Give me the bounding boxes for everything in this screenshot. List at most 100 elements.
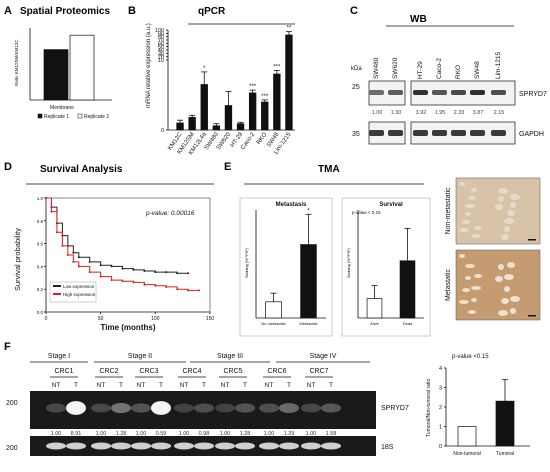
d-point-1-15	[176, 288, 179, 291]
d-point-0-12	[143, 269, 146, 272]
f-band-sprypd7-5	[151, 401, 171, 415]
e-tma-texture-0-2	[459, 228, 469, 232]
f-ratio-4: 1.00	[136, 431, 147, 437]
e-tma-texture-0-8	[465, 204, 475, 208]
e1-x-tick-label-0: No metastatic	[261, 321, 285, 326]
fb-pvalue: p-value <0.15	[452, 354, 489, 360]
a-legend-swatch-2	[77, 113, 83, 119]
d-point-0-14	[165, 271, 168, 274]
e-tma-texture-1-4	[462, 288, 470, 292]
f-lane-label-6: NT	[180, 382, 189, 389]
panel-title-c: WB	[410, 14, 427, 25]
e-tma-label-1: Metastatic	[445, 269, 452, 301]
a-ylabel: Ratio KM12SM/KM12C	[14, 39, 19, 86]
b-bar-8	[273, 73, 281, 131]
f-crc-label-1: CRC2	[99, 368, 118, 375]
d-point-1-3	[61, 244, 64, 247]
e-tma-texture-0-1	[495, 204, 503, 210]
b-y-tick-label-30: 30	[158, 51, 164, 57]
c-marker-35: 35	[352, 131, 360, 138]
c-lane-label-2: HT-29	[417, 61, 424, 79]
e-tma-texture-0-3	[498, 196, 504, 202]
panel-title-d: Survival Analysis	[40, 164, 123, 175]
panel-title-b: qPCR	[198, 6, 226, 17]
b-y-tick-label-100: 100	[155, 28, 164, 34]
e2-frame	[341, 197, 431, 337]
d-y-tick-label-0.8: 0.8	[37, 219, 44, 224]
e1-annotation-1: *	[307, 208, 310, 214]
f-stage-label-0: Stage I	[48, 353, 70, 360]
d-x-tick-label-100: 100	[151, 316, 160, 322]
e1-x-tick-label-1: Metastatic	[299, 321, 317, 326]
fb-y-tick-label-3: 3	[439, 386, 442, 392]
f-ratio-0: 1.00	[51, 431, 62, 437]
f-crc-label-2: CRC3	[139, 368, 158, 375]
f-band-18s-2	[91, 442, 111, 450]
f-band-18s-13	[321, 442, 341, 450]
b-y-tick-label-40: 40	[158, 48, 164, 54]
d-point-0-13	[154, 271, 157, 274]
a-xlabel: Membrane	[50, 105, 74, 111]
d-series-line-0	[46, 197, 189, 274]
f-crc-label-5: CRC6	[267, 368, 286, 375]
e-tma-texture-0-16	[474, 226, 482, 230]
e-tma-texture-0-11	[504, 218, 514, 224]
d-point-0-5	[72, 251, 75, 254]
panel-title-a: Spatial Proteomics	[20, 6, 110, 17]
e-tma-texture-1-8	[465, 264, 475, 268]
e1-title: Metastasis	[276, 202, 307, 208]
f-ratio-1: 8.91	[71, 431, 82, 437]
d-y-tick-label-0: 0.0	[37, 310, 44, 315]
panel-letter-b: B	[128, 5, 136, 17]
b-bar-6	[248, 92, 257, 131]
c-ratio-2: 3.92	[416, 110, 427, 116]
d-y-tick-label-0.4: 0.4	[37, 264, 44, 269]
e1-bar-1	[300, 244, 317, 319]
f-band-sprypd7-3	[111, 402, 131, 414]
f-band-sprypd7-2	[91, 403, 111, 413]
d-point-0-16	[187, 272, 190, 275]
b-bar-9	[285, 34, 293, 131]
f-ratio-7: 0.98	[199, 431, 210, 437]
f-band-18s-1	[66, 442, 86, 450]
f-lane-label-1: T	[74, 382, 78, 389]
e-tma-texture-1-13	[507, 262, 515, 268]
e1-ylabel: Staining (%**PIP)	[245, 248, 249, 278]
d-point-0-9	[110, 265, 113, 268]
d-legend-swatch-1	[53, 293, 61, 295]
c-band-sprypd7-3	[432, 90, 447, 95]
c-band-sprypd7-6	[491, 90, 506, 95]
f-crc-label-0: CRC1	[54, 368, 73, 375]
e-tma-texture-1-9	[504, 286, 510, 292]
fb-bar-0	[457, 426, 477, 447]
e2-x-tick-label-0: Alive	[370, 321, 379, 326]
f-band-18s-11	[279, 442, 299, 450]
b-bar-3	[212, 125, 221, 131]
f-lane-label-11: T	[287, 382, 291, 389]
d-point-1-4	[66, 254, 69, 256]
panel-title-e: TMA	[318, 164, 340, 175]
e-scale-bar-1	[528, 315, 536, 317]
c-band-gapdh-0	[369, 130, 384, 136]
f-band-label-sprypd7: SPRYD7	[381, 405, 409, 412]
f-band-18s-4	[131, 442, 151, 450]
c-ratio-1: 1.30	[391, 110, 402, 116]
c-band-gapdh-3	[432, 130, 447, 136]
c-band-gapdh-4	[451, 130, 466, 136]
panel-letter-c: C	[350, 5, 358, 17]
f-ratio-6: 1.00	[179, 431, 190, 437]
f-band-sprypd7-0	[46, 403, 66, 413]
d-legend-swatch-0	[53, 285, 61, 287]
c-lane-label-1: SW620	[392, 57, 399, 79]
f-band-label-18s: 18S	[381, 444, 394, 451]
b-y-tick-label-0: 0	[161, 128, 164, 134]
fb-y-tick-label-4: 4	[439, 366, 442, 372]
b-y-tick-label-90: 90	[158, 31, 164, 37]
d-x-tick-label-0: 0	[45, 316, 48, 322]
c-band-sprypd7-2	[413, 90, 428, 95]
c-ratio-5: 3.87	[473, 110, 484, 116]
e-tma-label-0: Non-metastatic	[445, 187, 452, 235]
d-point-1-1	[50, 210, 53, 213]
d-ylabel: Survival probability	[13, 228, 22, 291]
